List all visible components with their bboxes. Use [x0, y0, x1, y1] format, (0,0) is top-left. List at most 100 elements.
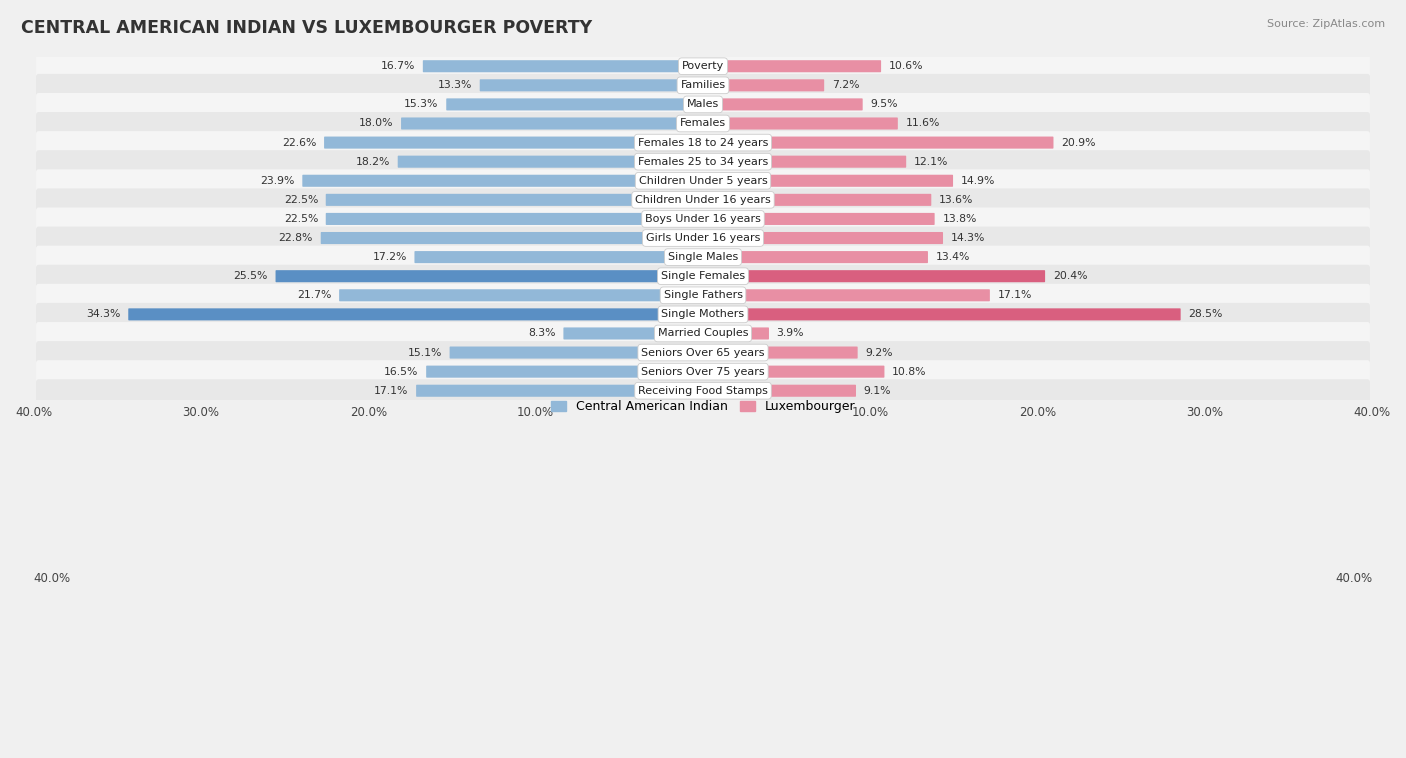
FancyBboxPatch shape [37, 112, 1369, 135]
Text: 17.1%: 17.1% [374, 386, 409, 396]
Text: 20.4%: 20.4% [1053, 271, 1087, 281]
Text: 22.5%: 22.5% [284, 214, 318, 224]
Text: 13.6%: 13.6% [939, 195, 973, 205]
FancyBboxPatch shape [703, 117, 898, 130]
FancyBboxPatch shape [703, 60, 882, 72]
Text: Receiving Food Stamps: Receiving Food Stamps [638, 386, 768, 396]
FancyBboxPatch shape [703, 175, 953, 186]
Text: Single Males: Single Males [668, 252, 738, 262]
FancyBboxPatch shape [703, 194, 931, 206]
Text: 18.0%: 18.0% [359, 118, 394, 129]
Text: 21.7%: 21.7% [297, 290, 332, 300]
Text: 15.3%: 15.3% [404, 99, 439, 109]
FancyBboxPatch shape [37, 189, 1369, 211]
Text: 15.1%: 15.1% [408, 348, 441, 358]
FancyBboxPatch shape [703, 251, 928, 263]
Text: 22.6%: 22.6% [283, 138, 316, 148]
Text: Females 25 to 34 years: Females 25 to 34 years [638, 157, 768, 167]
Text: Families: Families [681, 80, 725, 90]
FancyBboxPatch shape [703, 155, 907, 168]
FancyBboxPatch shape [703, 99, 863, 111]
Text: 9.2%: 9.2% [865, 348, 893, 358]
FancyBboxPatch shape [339, 290, 703, 302]
Text: 11.6%: 11.6% [905, 118, 939, 129]
FancyBboxPatch shape [703, 290, 990, 302]
FancyBboxPatch shape [37, 93, 1369, 116]
Text: 20.9%: 20.9% [1062, 138, 1095, 148]
Text: 18.2%: 18.2% [356, 157, 389, 167]
Text: CENTRAL AMERICAN INDIAN VS LUXEMBOURGER POVERTY: CENTRAL AMERICAN INDIAN VS LUXEMBOURGER … [21, 19, 592, 37]
Text: 8.3%: 8.3% [529, 328, 555, 339]
FancyBboxPatch shape [423, 60, 703, 72]
Text: 13.3%: 13.3% [437, 80, 472, 90]
FancyBboxPatch shape [37, 341, 1369, 364]
Text: 13.4%: 13.4% [935, 252, 970, 262]
Text: 25.5%: 25.5% [233, 271, 269, 281]
FancyBboxPatch shape [37, 208, 1369, 230]
Text: 13.8%: 13.8% [942, 214, 977, 224]
Text: 12.1%: 12.1% [914, 157, 948, 167]
Text: 40.0%: 40.0% [1336, 572, 1372, 585]
FancyBboxPatch shape [37, 246, 1369, 268]
Text: Married Couples: Married Couples [658, 328, 748, 339]
FancyBboxPatch shape [426, 365, 703, 377]
Text: 16.7%: 16.7% [381, 61, 415, 71]
FancyBboxPatch shape [703, 232, 943, 244]
Text: 17.2%: 17.2% [373, 252, 406, 262]
FancyBboxPatch shape [326, 213, 703, 225]
FancyBboxPatch shape [37, 74, 1369, 97]
FancyBboxPatch shape [37, 131, 1369, 154]
Text: 14.3%: 14.3% [950, 233, 986, 243]
FancyBboxPatch shape [703, 136, 1053, 149]
Text: 23.9%: 23.9% [260, 176, 295, 186]
FancyBboxPatch shape [703, 213, 935, 225]
Text: 10.6%: 10.6% [889, 61, 924, 71]
Text: Children Under 5 years: Children Under 5 years [638, 176, 768, 186]
FancyBboxPatch shape [37, 265, 1369, 287]
FancyBboxPatch shape [703, 309, 1181, 321]
FancyBboxPatch shape [302, 175, 703, 186]
FancyBboxPatch shape [37, 169, 1369, 193]
Text: 34.3%: 34.3% [86, 309, 121, 319]
Text: Children Under 16 years: Children Under 16 years [636, 195, 770, 205]
Text: Seniors Over 65 years: Seniors Over 65 years [641, 348, 765, 358]
Text: Poverty: Poverty [682, 61, 724, 71]
FancyBboxPatch shape [37, 360, 1369, 383]
Text: Source: ZipAtlas.com: Source: ZipAtlas.com [1267, 19, 1385, 29]
FancyBboxPatch shape [703, 270, 1045, 282]
FancyBboxPatch shape [37, 303, 1369, 326]
FancyBboxPatch shape [415, 251, 703, 263]
FancyBboxPatch shape [37, 55, 1369, 77]
Text: 9.1%: 9.1% [863, 386, 891, 396]
FancyBboxPatch shape [37, 227, 1369, 249]
Text: 40.0%: 40.0% [34, 572, 70, 585]
FancyBboxPatch shape [326, 194, 703, 206]
Legend: Central American Indian, Luxembourger: Central American Indian, Luxembourger [546, 395, 860, 418]
FancyBboxPatch shape [703, 80, 824, 92]
Text: Girls Under 16 years: Girls Under 16 years [645, 233, 761, 243]
FancyBboxPatch shape [703, 346, 858, 359]
FancyBboxPatch shape [564, 327, 703, 340]
FancyBboxPatch shape [450, 346, 703, 359]
Text: 22.5%: 22.5% [284, 195, 318, 205]
Text: 10.8%: 10.8% [893, 367, 927, 377]
Text: 16.5%: 16.5% [384, 367, 419, 377]
FancyBboxPatch shape [703, 385, 856, 396]
FancyBboxPatch shape [479, 80, 703, 92]
FancyBboxPatch shape [128, 309, 703, 321]
FancyBboxPatch shape [276, 270, 703, 282]
FancyBboxPatch shape [323, 136, 703, 149]
Text: Seniors Over 75 years: Seniors Over 75 years [641, 367, 765, 377]
FancyBboxPatch shape [37, 379, 1369, 402]
FancyBboxPatch shape [401, 117, 703, 130]
Text: Single Fathers: Single Fathers [664, 290, 742, 300]
FancyBboxPatch shape [37, 150, 1369, 173]
Text: 28.5%: 28.5% [1188, 309, 1223, 319]
FancyBboxPatch shape [446, 99, 703, 111]
Text: Single Mothers: Single Mothers [661, 309, 745, 319]
FancyBboxPatch shape [37, 322, 1369, 345]
Text: 3.9%: 3.9% [776, 328, 804, 339]
FancyBboxPatch shape [37, 283, 1369, 307]
Text: 17.1%: 17.1% [997, 290, 1032, 300]
Text: 9.5%: 9.5% [870, 99, 898, 109]
